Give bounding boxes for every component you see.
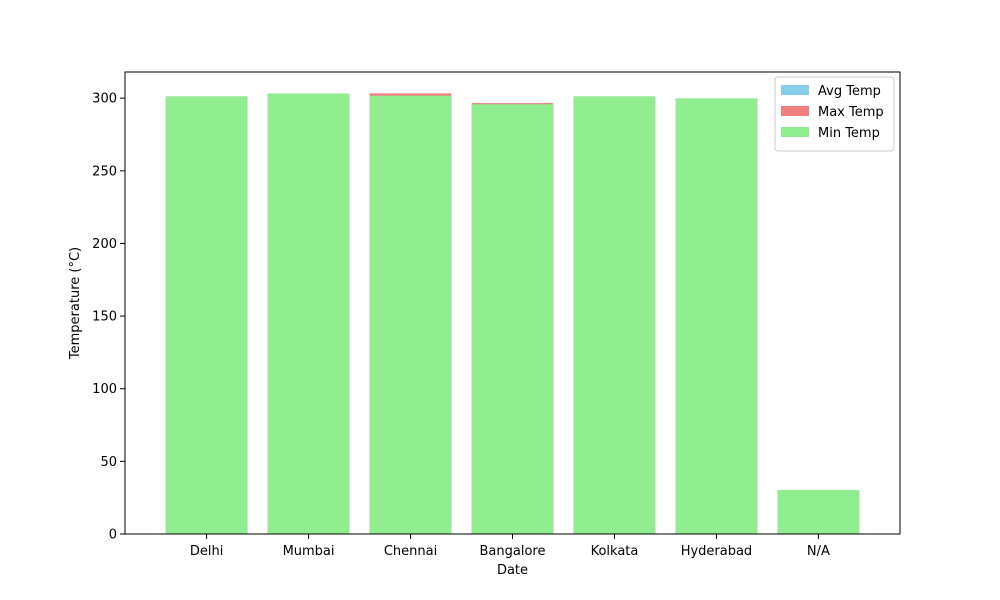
- x-axis: Delhi Mumbai Chennai Bangalore Kolkata Hydera…: [190, 534, 830, 559]
- y-tick-label: 300: [92, 92, 117, 107]
- y-tick-label: 200: [92, 237, 117, 252]
- bar-min-temp-0: [165, 96, 248, 534]
- legend: Avg Temp Max Temp Min Temp: [774, 76, 895, 152]
- y-tick-label: 100: [92, 382, 117, 397]
- y-axis: 0 50 100 150 200 250 300: [92, 92, 125, 543]
- y-tick-label: 250: [92, 164, 117, 179]
- bar-min-temp-6: [777, 489, 860, 534]
- bar-min-temp-3: [471, 104, 554, 534]
- y-tick-label: 0: [109, 528, 117, 543]
- x-axis-label: Date: [497, 563, 528, 578]
- bar-min-temp-4: [573, 96, 656, 534]
- x-tick-label: Hyderabad: [681, 544, 753, 559]
- legend-label: Min Temp: [818, 126, 880, 141]
- bar-min-temp-2: [369, 95, 452, 535]
- bar-min-temp-5: [675, 98, 758, 534]
- x-tick-label: Kolkata: [591, 544, 639, 559]
- x-tick-label: Bangalore: [480, 544, 546, 559]
- legend-swatch: [781, 85, 809, 95]
- legend-label: Max Temp: [818, 105, 884, 120]
- y-tick-label: 50: [100, 455, 117, 470]
- x-tick-label: Chennai: [384, 544, 437, 559]
- x-tick-label: N/A: [807, 544, 830, 559]
- legend-swatch: [781, 127, 809, 137]
- y-tick-label: 150: [92, 310, 117, 325]
- legend-label: Avg Temp: [818, 84, 881, 99]
- bars-layer: [165, 93, 860, 535]
- x-tick-label: Delhi: [190, 544, 223, 559]
- bar-min-temp-1: [267, 93, 350, 534]
- legend-swatch: [781, 106, 809, 116]
- x-tick-label: Mumbai: [283, 544, 335, 559]
- y-axis-label: Temperature (°C): [68, 247, 83, 360]
